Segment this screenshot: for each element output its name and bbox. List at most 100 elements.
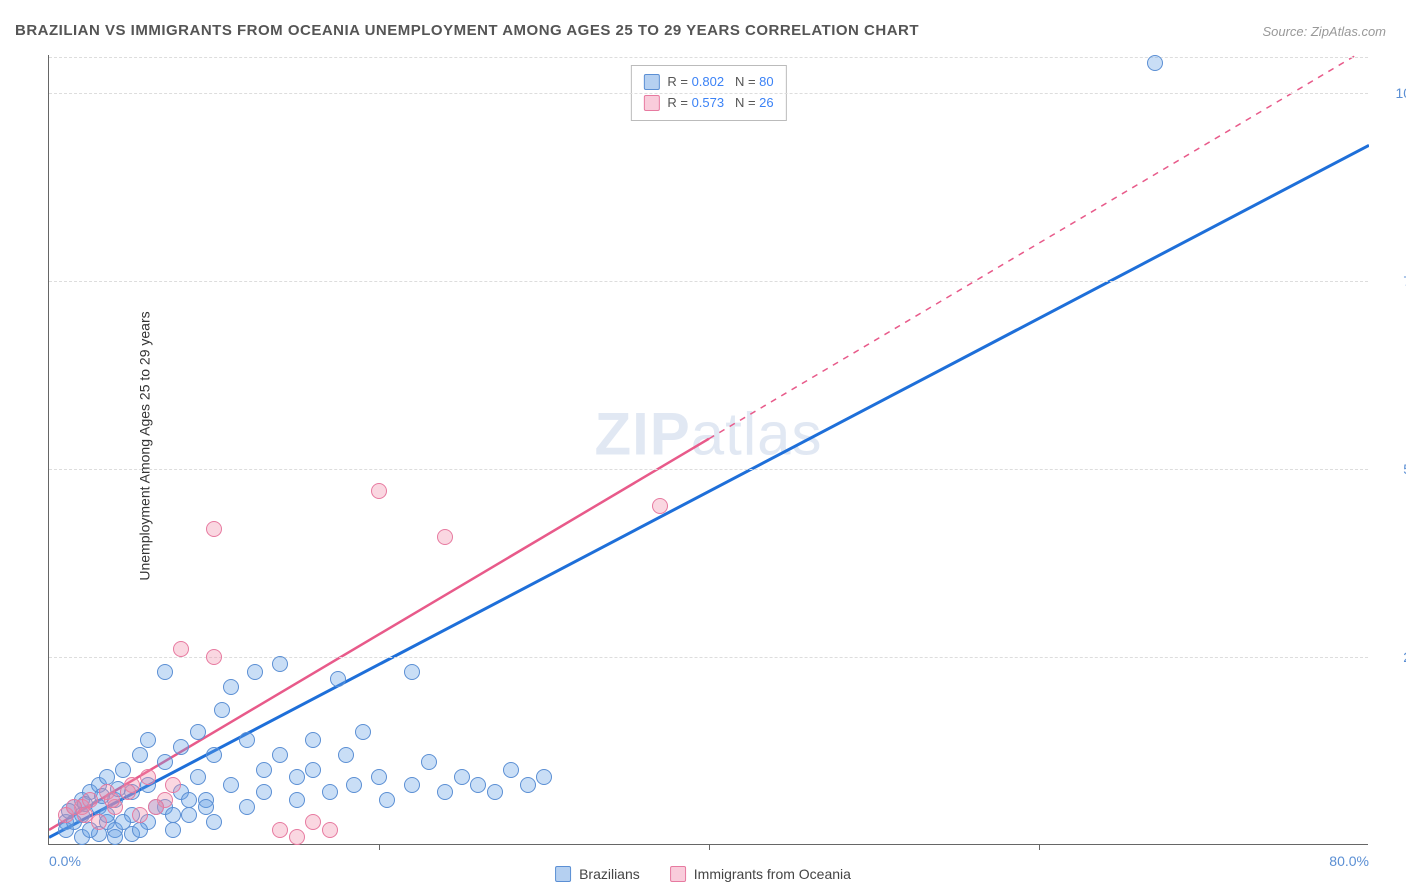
- scatter-point: [104, 792, 120, 808]
- gridline-horizontal: [49, 657, 1368, 658]
- scatter-point: [289, 829, 305, 845]
- plot-region: ZIPatlas R = 0.802 N = 80R = 0.573 N = 2…: [48, 55, 1368, 845]
- scatter-point: [206, 521, 222, 537]
- scatter-point: [256, 784, 272, 800]
- legend-swatch: [555, 866, 571, 882]
- scatter-point: [536, 769, 552, 785]
- x-tick-label: 80.0%: [1329, 853, 1369, 869]
- scatter-point: [239, 799, 255, 815]
- scatter-point: [132, 807, 148, 823]
- scatter-point: [470, 777, 486, 793]
- scatter-point: [132, 822, 148, 838]
- scatter-point: [322, 784, 338, 800]
- source-attribution: Source: ZipAtlas.com: [1262, 24, 1386, 39]
- scatter-point: [247, 664, 263, 680]
- scatter-point: [181, 792, 197, 808]
- scatter-point: [305, 762, 321, 778]
- legend-label: Brazilians: [579, 866, 640, 882]
- scatter-point: [157, 754, 173, 770]
- scatter-point: [305, 732, 321, 748]
- scatter-point: [379, 792, 395, 808]
- scatter-point: [421, 754, 437, 770]
- scatter-point: [404, 777, 420, 793]
- scatter-point: [520, 777, 536, 793]
- scatter-point: [198, 799, 214, 815]
- gridline-horizontal: [49, 93, 1368, 94]
- chart-container: BRAZILIAN VS IMMIGRANTS FROM OCEANIA UNE…: [0, 0, 1406, 892]
- scatter-point: [371, 483, 387, 499]
- gridline-horizontal: [49, 469, 1368, 470]
- bottom-legend-item: Immigrants from Oceania: [670, 866, 851, 882]
- y-tick-label: 50.0%: [1373, 461, 1406, 477]
- scatter-point: [338, 747, 354, 763]
- x-tick-mark: [709, 844, 710, 850]
- scatter-point: [437, 784, 453, 800]
- scatter-point: [239, 732, 255, 748]
- bottom-legend-item: Brazilians: [555, 866, 640, 882]
- legend-row: R = 0.573 N = 26: [643, 93, 773, 114]
- scatter-point: [181, 807, 197, 823]
- trend-lines-layer: [49, 55, 1369, 845]
- scatter-point: [190, 724, 206, 740]
- scatter-point: [223, 777, 239, 793]
- gridline-horizontal: [49, 281, 1368, 282]
- legend-stats-text: R = 0.802 N = 80: [667, 72, 773, 93]
- x-tick-label: 0.0%: [49, 853, 81, 869]
- scatter-point: [272, 656, 288, 672]
- scatter-point: [272, 747, 288, 763]
- scatter-point: [165, 777, 181, 793]
- watermark: ZIPatlas: [594, 399, 822, 468]
- scatter-point: [148, 799, 164, 815]
- scatter-point: [173, 739, 189, 755]
- legend-stats-text: R = 0.573 N = 26: [667, 93, 773, 114]
- trend-line-dashed: [709, 55, 1369, 439]
- scatter-point: [173, 641, 189, 657]
- gridline-horizontal: [49, 57, 1368, 58]
- y-tick-label: 75.0%: [1373, 273, 1406, 289]
- scatter-point: [1147, 55, 1163, 71]
- scatter-point: [454, 769, 470, 785]
- legend-swatch: [670, 866, 686, 882]
- scatter-point: [355, 724, 371, 740]
- scatter-point: [82, 792, 98, 808]
- scatter-point: [120, 784, 136, 800]
- x-tick-mark: [379, 844, 380, 850]
- scatter-point: [140, 769, 156, 785]
- legend-label: Immigrants from Oceania: [694, 866, 851, 882]
- scatter-point: [223, 679, 239, 695]
- chart-title: BRAZILIAN VS IMMIGRANTS FROM OCEANIA UNE…: [15, 22, 919, 39]
- scatter-point: [157, 664, 173, 680]
- scatter-point: [346, 777, 362, 793]
- scatter-point: [206, 747, 222, 763]
- x-tick-mark: [1039, 844, 1040, 850]
- legend-row: R = 0.802 N = 80: [643, 72, 773, 93]
- scatter-point: [487, 784, 503, 800]
- scatter-point: [190, 769, 206, 785]
- scatter-point: [330, 671, 346, 687]
- scatter-point: [371, 769, 387, 785]
- scatter-point: [115, 762, 131, 778]
- scatter-point: [305, 814, 321, 830]
- scatter-point: [140, 732, 156, 748]
- y-tick-label: 25.0%: [1373, 649, 1406, 665]
- scatter-point: [289, 792, 305, 808]
- scatter-point: [322, 822, 338, 838]
- series-legend: Brazilians Immigrants from Oceania: [555, 866, 851, 882]
- scatter-point: [132, 747, 148, 763]
- scatter-point: [256, 762, 272, 778]
- scatter-point: [115, 814, 131, 830]
- scatter-point: [289, 769, 305, 785]
- scatter-point: [206, 649, 222, 665]
- scatter-point: [652, 498, 668, 514]
- scatter-point: [165, 822, 181, 838]
- legend-swatch: [643, 74, 659, 90]
- chart-area: ZIPatlas R = 0.802 N = 80R = 0.573 N = 2…: [48, 55, 1368, 845]
- scatter-point: [107, 829, 123, 845]
- scatter-point: [503, 762, 519, 778]
- legend-swatch: [643, 95, 659, 111]
- scatter-point: [206, 814, 222, 830]
- scatter-point: [214, 702, 230, 718]
- y-tick-label: 100.0%: [1373, 85, 1406, 101]
- scatter-point: [272, 822, 288, 838]
- scatter-point: [404, 664, 420, 680]
